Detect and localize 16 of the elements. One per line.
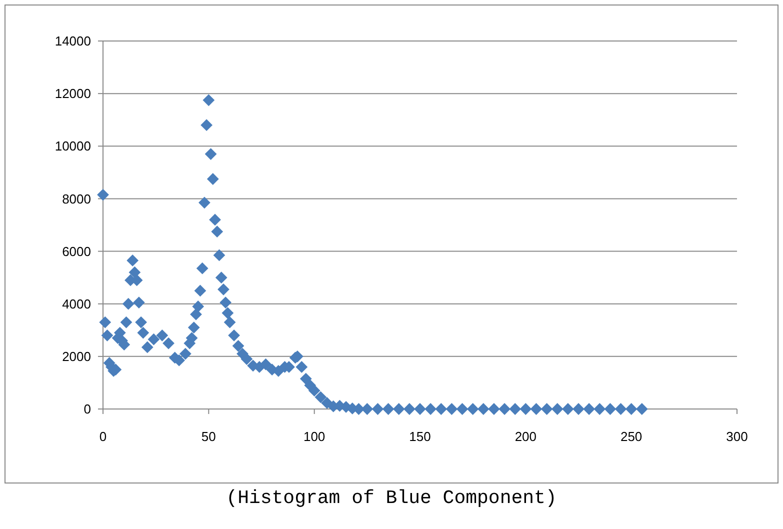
- x-tick-label: 300: [726, 429, 748, 444]
- y-tick-label: 14000: [54, 34, 91, 49]
- text: (Histogram of Blue Component): [226, 487, 557, 509]
- x-tick-label: 0: [99, 429, 107, 444]
- x-tick-label: 100: [303, 429, 326, 444]
- y-tick-label: 12000: [54, 86, 91, 102]
- x-tick-label: 200: [514, 429, 537, 444]
- y-tick-label: 2000: [62, 348, 91, 364]
- x-tick-label: 50: [201, 429, 216, 444]
- y-tick-label: 0: [84, 402, 91, 417]
- x-tick-label: 250: [620, 429, 642, 444]
- x-tick-label: 150: [409, 429, 431, 444]
- y-tick-label: 8000: [62, 191, 91, 206]
- y-tick-label: 4000: [62, 296, 91, 312]
- y-tick-label: 10000: [54, 138, 91, 154]
- y-tick-label: 6000: [62, 244, 91, 259]
